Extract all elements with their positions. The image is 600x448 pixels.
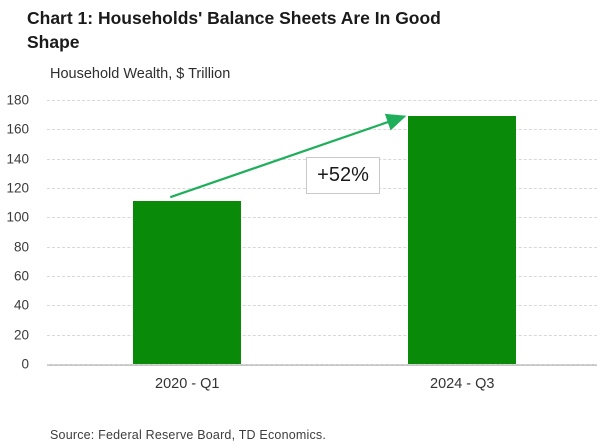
gridline-y-0 — [47, 364, 597, 365]
source-note: Source: Federal Reserve Board, TD Econom… — [50, 428, 327, 442]
y-tick-label: 60 — [13, 268, 29, 284]
x-tick-label: 2020 - Q1 — [155, 376, 220, 392]
gridline-y-40 — [47, 305, 597, 307]
gridline-y-180 — [47, 100, 597, 101]
gridline-y-20 — [47, 334, 597, 336]
percent-change-label: +52% — [306, 157, 380, 194]
x-tick-label: 2024 - Q3 — [430, 376, 495, 392]
y-axis-unit-label: Household Wealth, $ Trillion — [50, 66, 231, 82]
gridline-y-80 — [47, 246, 597, 248]
bar-2020-Q1 — [133, 201, 242, 364]
y-tick-label: 140 — [6, 151, 29, 167]
bar-2024-Q3 — [408, 116, 517, 364]
chart-title: Chart 1: Households' Balance Sheets Are … — [27, 8, 441, 52]
gridline-y-60 — [47, 276, 597, 277]
y-tick-label: 80 — [13, 239, 29, 255]
y-tick-label: 100 — [6, 209, 29, 225]
y-tick-label: 160 — [6, 121, 29, 137]
plot-area: 0 20 40 60 80 100 120 140 160 180 +52% 2020 - Q1 2… — [6, 93, 597, 392]
y-tick-label: 180 — [6, 92, 29, 108]
y-tick-label: 40 — [13, 297, 29, 313]
y-tick-label: 120 — [6, 180, 29, 196]
y-tick-label: 20 — [13, 327, 29, 343]
y-tick-label: 0 — [21, 356, 29, 372]
gridline-y-100 — [47, 217, 597, 219]
